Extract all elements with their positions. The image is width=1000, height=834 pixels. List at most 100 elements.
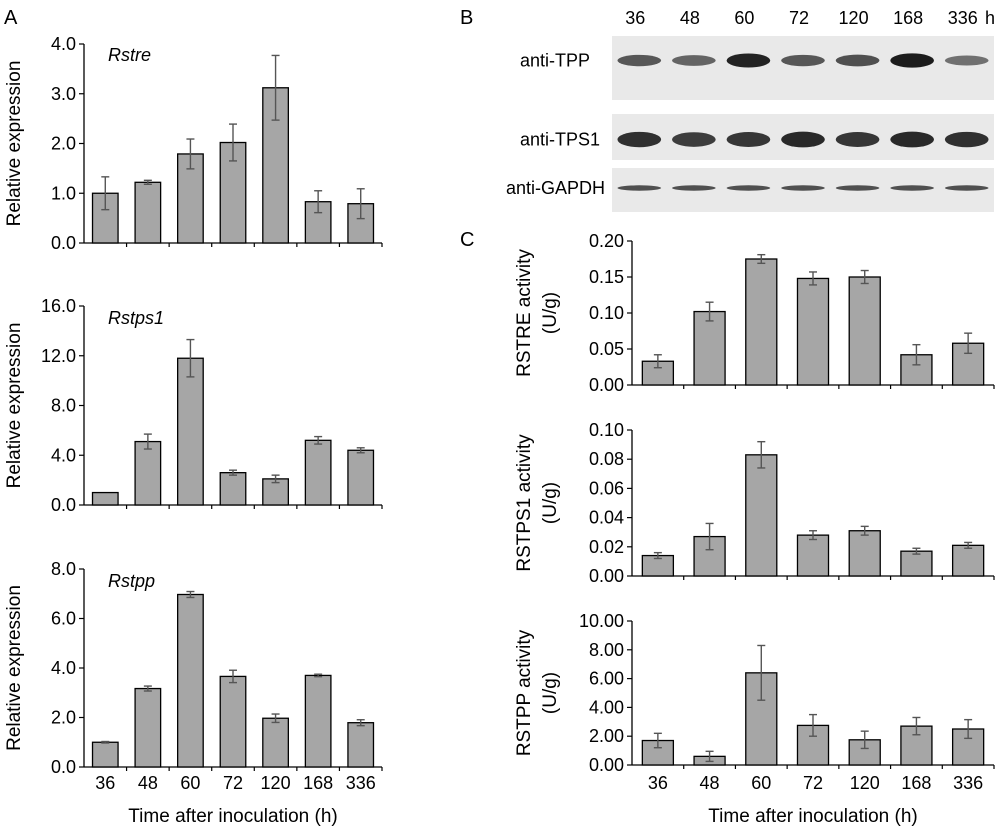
x-tick-label: 60 (751, 773, 771, 793)
bar (219, 472, 247, 506)
bar (134, 181, 162, 244)
y-tick-label: 2.0 (51, 708, 76, 728)
bar (848, 530, 881, 577)
y-axis-label: RSTPS1 activity (U/g) (514, 434, 561, 572)
x-tick-label: 120 (261, 773, 291, 793)
y-axis-label: Relative expression (4, 585, 25, 751)
y-tick-label: 12.0 (41, 346, 76, 366)
y-tick-label: 8.0 (51, 559, 76, 579)
bar (347, 722, 375, 768)
x-tick-label: 60 (180, 773, 200, 793)
y-axis-label-line: Relative expression (4, 323, 25, 489)
x-axis-label: Time after inoculation (h) (128, 806, 337, 827)
y-tick-label: 4.00 (589, 697, 624, 717)
blot-time-label: 36 (625, 8, 645, 28)
y-tick-label: 0.04 (589, 508, 624, 528)
chart-rstre-expression: 0.0 1.0 2.0 3.0 4.0 Rstre Relative expression (4, 34, 383, 253)
x-tick-label: 72 (223, 773, 243, 793)
y-tick-label: 4.0 (51, 445, 76, 465)
x-tick-label: 336 (346, 773, 376, 793)
bar (900, 550, 933, 577)
panel-label-b: B (460, 7, 473, 29)
y-tick-label: 1.0 (51, 183, 76, 203)
blot-time-unit: h (985, 8, 995, 28)
x-tick-label: 336 (953, 773, 983, 793)
blot-band (617, 185, 662, 191)
y-tick-label: 4.0 (51, 34, 76, 54)
chart-title: Rstps1 (108, 308, 164, 328)
y-tick-label: 0.15 (589, 267, 624, 287)
blot-band (672, 55, 716, 66)
y-axis-label-line: RSTPP activity (514, 629, 535, 756)
blot-time-label: 60 (734, 8, 754, 28)
x-tick-label: 36 (95, 773, 115, 793)
bar (91, 741, 119, 768)
y-axis-label-line: (U/g) (540, 292, 561, 334)
y-tick-label: 2.00 (589, 726, 624, 746)
x-tick-label: 48 (700, 773, 720, 793)
bar (304, 439, 332, 506)
bar (796, 534, 830, 577)
bar (134, 440, 162, 506)
x-tick-label: 168 (901, 773, 931, 793)
blot-membrane (612, 36, 994, 100)
panel-label-c: C (460, 229, 474, 251)
bar (796, 277, 830, 386)
bar (177, 593, 204, 768)
y-tick-label: 0.00 (589, 375, 624, 395)
y-tick-label: 0.00 (589, 755, 624, 775)
chart-rstps1-expression: 0.0 4.0 8.0 12.0 16.0 Rstps1 Relative expressi… (4, 296, 383, 515)
y-tick-label: 16.0 (41, 296, 76, 316)
blot-band (726, 185, 771, 191)
bar (693, 310, 726, 386)
blot-band (835, 54, 880, 67)
bar (848, 276, 881, 386)
blot-band (944, 131, 989, 148)
y-tick-label: 0.0 (51, 495, 76, 515)
chart-rstpp-expression: 0.0 2.0 4.0 6.0 8.0 36 48 60 72 120 168 336 Rstpp Rel… (4, 559, 383, 827)
blot-band (944, 55, 989, 66)
y-axis-label-line: (U/g) (540, 482, 561, 524)
y-tick-label: 10.00 (579, 611, 624, 631)
x-axis-label: Time after inoculation (h) (708, 806, 917, 827)
y-axis-label: Relative expression (4, 323, 25, 489)
blot-band (781, 54, 825, 67)
blot-band (672, 185, 716, 191)
y-tick-label: 8.0 (51, 396, 76, 416)
y-axis-label-line: Relative expression (4, 585, 25, 751)
y-axis-label: RSTPP activity (U/g) (514, 629, 561, 756)
blot-time-label: 48 (680, 8, 700, 28)
bar (951, 544, 985, 577)
blot-row-label: anti-TPP (520, 51, 590, 71)
blot-time-label: 336 (948, 8, 978, 28)
blot-band (726, 132, 771, 147)
western-blot: 36 48 60 72 120 168 336 h anti-TPP anti-TPS1 anti-… (506, 8, 995, 212)
blot-band (890, 53, 934, 68)
y-tick-label: 0.08 (589, 449, 624, 469)
x-tick-label: 36 (648, 773, 668, 793)
y-tick-label: 0.0 (51, 233, 76, 253)
bar (951, 728, 985, 766)
blot-band (781, 185, 825, 191)
bar (745, 258, 778, 386)
x-tick-label: 120 (850, 773, 880, 793)
y-tick-label: 6.00 (589, 669, 624, 689)
y-tick-label: 0.02 (589, 537, 624, 557)
bar (304, 674, 332, 768)
blot-band (617, 54, 662, 67)
chart-rstre-activity: 0.00 0.05 0.10 0.15 0.20 RSTRE activity (U/g) (514, 231, 995, 395)
blot-band (726, 53, 771, 68)
blot-row-label: anti-GAPDH (506, 178, 605, 198)
blot-band (890, 185, 934, 191)
blot-band (890, 131, 934, 148)
blot-time-label: 72 (789, 8, 809, 28)
x-tick-label: 168 (303, 773, 333, 793)
y-tick-label: 0.0 (51, 757, 76, 777)
y-tick-label: 3.0 (51, 84, 76, 104)
bar (347, 449, 375, 506)
blot-band (835, 132, 880, 147)
y-axis-label-line: Relative expression (4, 61, 25, 227)
chart-title: Rstpp (108, 571, 155, 591)
y-tick-label: 0.06 (589, 478, 624, 498)
